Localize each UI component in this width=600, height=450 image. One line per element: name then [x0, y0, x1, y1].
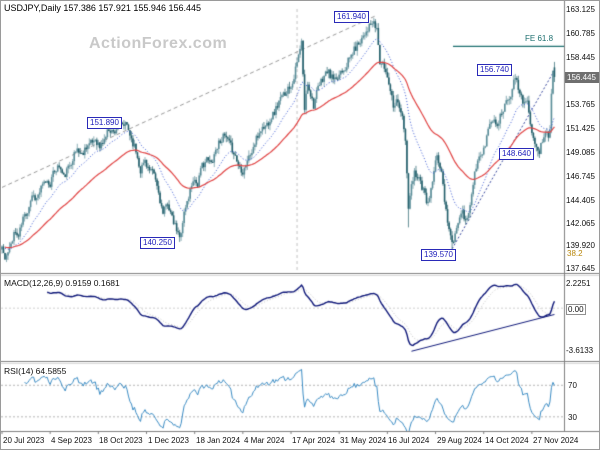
price-axis-label: 139.920: [566, 241, 595, 250]
watermark: ActionForex.com: [89, 35, 228, 52]
price-callout[interactable]: 139.570: [421, 249, 456, 261]
chart-title: USDJPY,Daily 157.386 157.921 155.946 156…: [4, 3, 201, 13]
x-axis-date-label: 20 Jul 2023: [3, 436, 45, 445]
x-axis-date-label: 14 Oct 2024: [485, 436, 529, 445]
x-axis-date-label: 16 Jul 2024: [388, 436, 430, 445]
fib-retracement-label[interactable]: 38.2: [567, 249, 583, 258]
x-axis-date-label: 29 Aug 2024: [437, 436, 482, 445]
x-axis-date-label: 31 May 2024: [340, 436, 387, 445]
rsi-axis-label: 70: [568, 381, 577, 390]
price-axis-label: 158.445: [566, 53, 595, 62]
price-callout[interactable]: 151.890: [87, 117, 122, 129]
x-axis-date-label: 18 Oct 2023: [99, 436, 143, 445]
rsi-indicator-label: RSI(14) 64.5855: [4, 366, 67, 376]
current-price-tag: 156.445: [565, 72, 599, 83]
fe-expansion-label[interactable]: FE 61.8: [525, 34, 554, 43]
x-axis-date-label: 4 Sep 2023: [51, 436, 92, 445]
price-axis-label: 144.405: [566, 196, 595, 205]
price-axis-label: 149.085: [566, 148, 595, 157]
price-axis-label: 153.765: [566, 100, 595, 109]
price-axis-label: 163.125: [566, 5, 595, 14]
price-callout[interactable]: 156.740: [477, 64, 512, 76]
x-axis-date-label: 17 Apr 2024: [292, 436, 336, 445]
x-axis-date-label: 4 Mar 2024: [244, 436, 285, 445]
x-axis-date-label: 18 Jan 2024: [196, 436, 241, 445]
macd-indicator-label: MACD(12,26,9) 0.9159 0.1681: [4, 278, 120, 288]
macd-axis-label: 0.00: [566, 304, 586, 315]
price-callout[interactable]: 161.940: [334, 11, 369, 23]
price-axis-label: 160.785: [566, 29, 595, 38]
price-callout[interactable]: 140.250: [140, 237, 175, 249]
macd-axis-label: 2.2251: [566, 279, 591, 288]
macd-axis-label: -3.6133: [566, 346, 594, 355]
price-callout[interactable]: 148.640: [499, 148, 534, 160]
x-axis-date-label: 1 Dec 2023: [148, 436, 189, 445]
price-axis-label: 142.065: [566, 219, 595, 228]
price-axis-label: 146.745: [566, 172, 595, 181]
price-axis-label: 151.425: [566, 124, 595, 133]
rsi-axis-label: 30: [568, 413, 577, 422]
price-axis-label: 137.645: [566, 264, 595, 273]
x-axis-date-label: 27 Nov 2024: [533, 436, 579, 445]
